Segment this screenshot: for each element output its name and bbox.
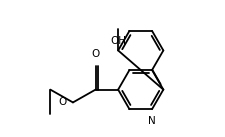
Text: OH: OH — [110, 36, 126, 46]
Text: N: N — [148, 115, 156, 125]
Text: O: O — [91, 49, 100, 59]
Text: O: O — [58, 97, 67, 107]
